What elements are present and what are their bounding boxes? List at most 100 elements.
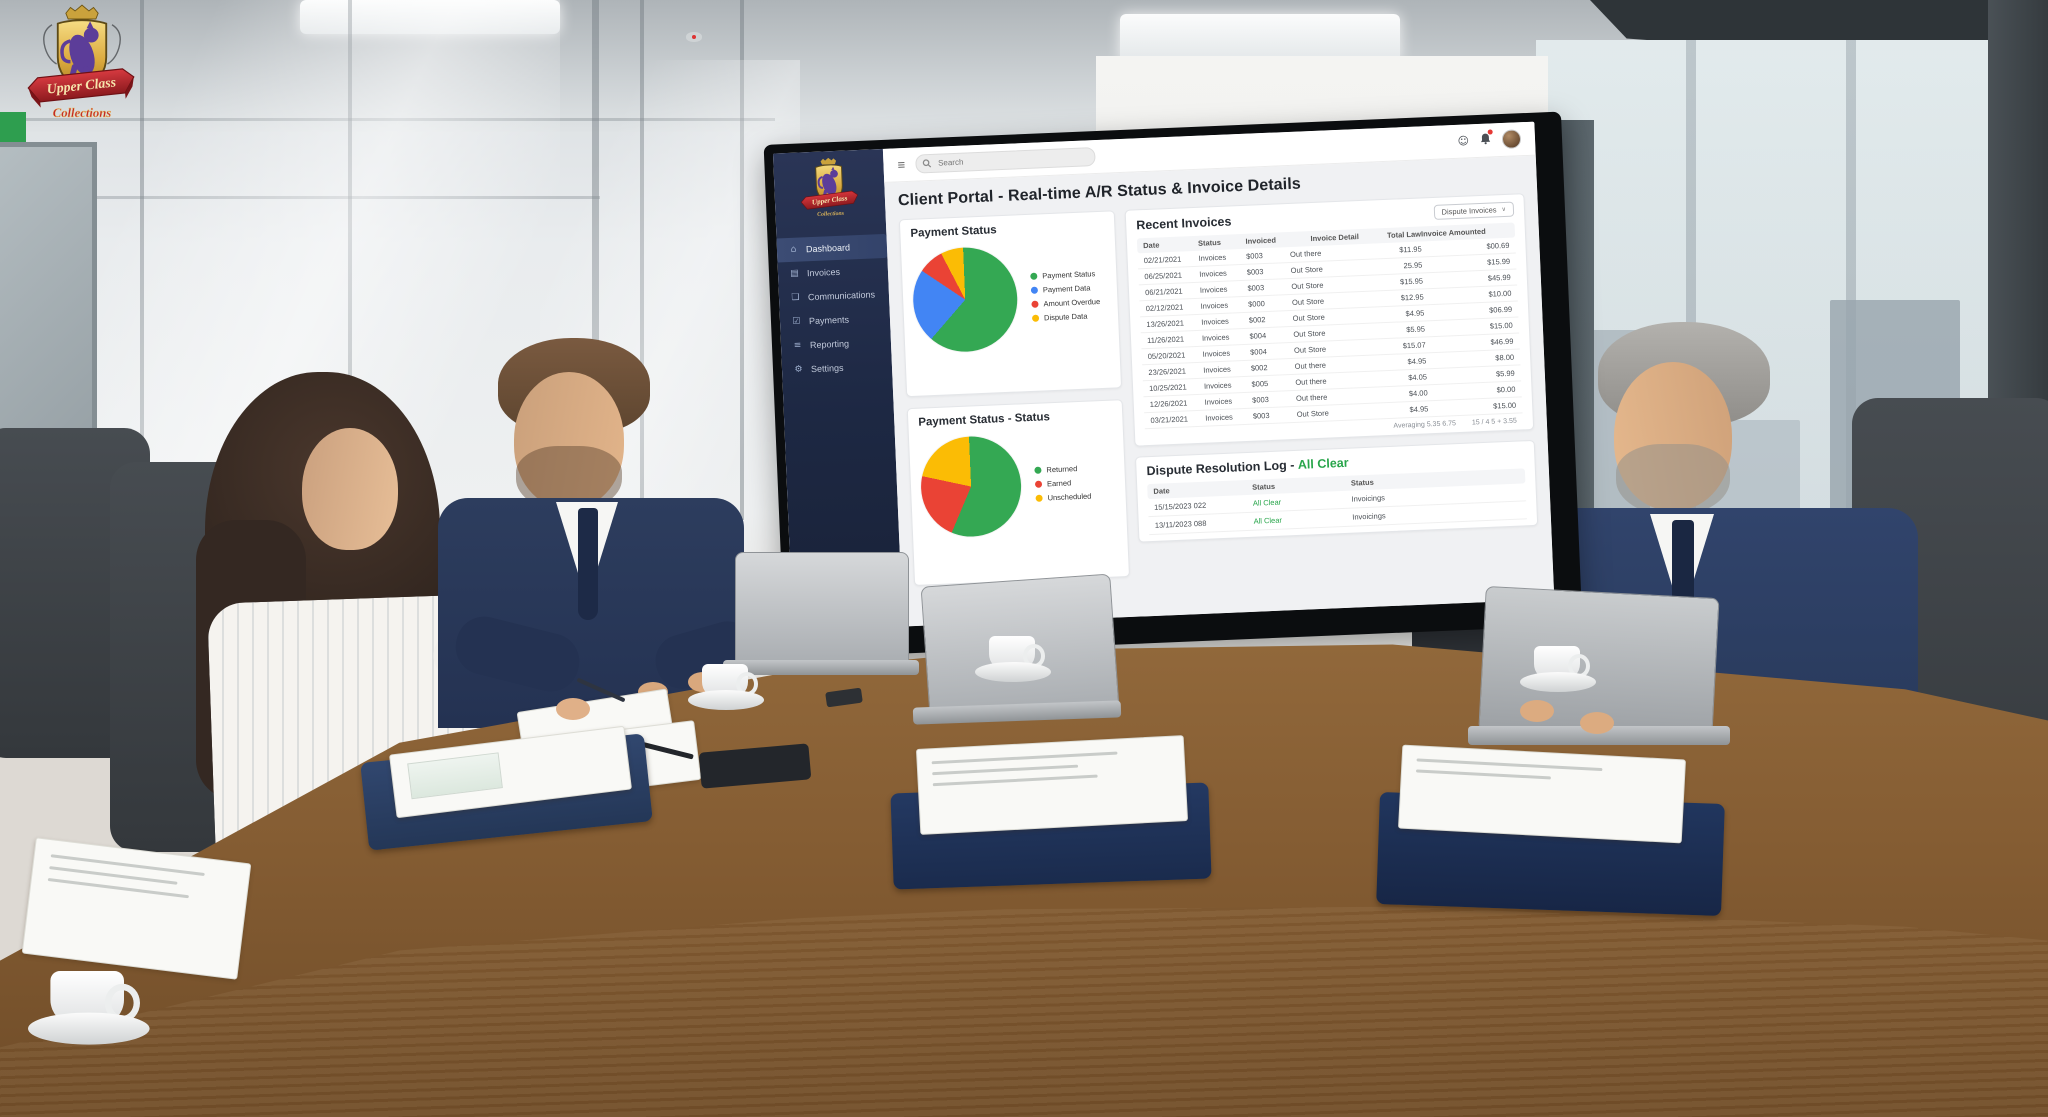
sidebar-item-icon: ⌂ xyxy=(790,244,797,255)
main-area: ≡ ☺ xyxy=(882,121,1555,627)
sidebar-item-icon: ▤ xyxy=(790,268,799,279)
cell-detail: Out there xyxy=(1295,392,1328,403)
cell-amount: $5.99 xyxy=(1495,368,1515,379)
sidebar-item-label: Invoices xyxy=(806,266,841,279)
legend-item: Dispute Data xyxy=(1031,310,1101,322)
dropdown-label: Dispute Invoices xyxy=(1441,205,1497,217)
coffee-cup xyxy=(975,636,1065,688)
cell-invoiced: $004 xyxy=(1249,331,1267,341)
sidebar-item-label: Settings xyxy=(810,362,844,375)
papers xyxy=(1397,744,1687,844)
legend-dot xyxy=(1035,494,1043,502)
sidebar-item-icon: ❏ xyxy=(791,292,800,303)
cell-detail: Out Store xyxy=(1292,312,1325,323)
legend-dot xyxy=(1031,300,1039,308)
brand-line1: Upper Class xyxy=(46,74,117,96)
dashboard-app: Upper Class Collections ⌂ Dashboard xyxy=(772,121,1555,632)
legend-dot xyxy=(1031,314,1040,322)
legend-dot xyxy=(1034,466,1042,474)
charts-column: Payment Status Payment Status xyxy=(898,210,1131,597)
tie xyxy=(578,508,598,620)
sidebar-item-label: Communications xyxy=(807,289,876,303)
column-header: Status xyxy=(1197,237,1222,248)
sidebar-logo: Upper Class Collections xyxy=(773,149,886,229)
cell-status: Invoices xyxy=(1199,268,1227,279)
cell-total: $15.07 xyxy=(1402,340,1426,351)
cell-total: 25.95 xyxy=(1403,260,1423,271)
payment-status-status-card: Payment Status - Status Returned xyxy=(906,399,1131,587)
brand-logo: Upper Class Collections xyxy=(18,4,146,124)
laptop-base xyxy=(1468,726,1730,745)
cell-detail: Out there xyxy=(1295,376,1327,387)
sidebar: Upper Class Collections ⌂ Dashboard xyxy=(772,148,903,632)
cell-detail: Out Store xyxy=(1296,408,1329,419)
cell-date: 11/26/2021 xyxy=(1146,334,1185,346)
sidebar-item[interactable]: ⚙ Settings xyxy=(782,354,893,383)
legend-label: Dispute Data xyxy=(1043,311,1088,322)
cell-invoiced: $002 xyxy=(1250,363,1268,373)
cell-detail: Out Store xyxy=(1291,296,1325,307)
cell-status: Invoices xyxy=(1200,300,1229,311)
cell-amount: $15.00 xyxy=(1489,320,1513,331)
legend-dot xyxy=(1030,272,1038,280)
legend-label: Payment Status xyxy=(1042,268,1096,280)
sidebar-logo-line2: Collections xyxy=(817,211,845,218)
cell-detail: Out Store xyxy=(1291,280,1324,291)
coffee-cup xyxy=(688,664,778,716)
cell-date: 12/26/2021 xyxy=(1149,398,1188,409)
coffee-cup xyxy=(28,971,252,1099)
dispute-invoices-dropdown[interactable]: Dispute Invoices ∨ xyxy=(1433,201,1515,220)
column-header: Total Law xyxy=(1386,229,1422,240)
dashboard-content: Client Portal - Real-time A/R Status & I… xyxy=(884,155,1555,627)
legend-item: Payment Status xyxy=(1030,269,1099,281)
cell-date: 03/21/2021 xyxy=(1150,414,1189,425)
legend-label: Earned xyxy=(1046,477,1072,488)
notifications-bell-icon[interactable] xyxy=(1480,128,1493,149)
crest-logo-icon: Upper Class Collections xyxy=(800,157,859,218)
cell-amount: $15.99 xyxy=(1486,256,1511,267)
cell-status: Invoices xyxy=(1198,252,1227,263)
ceiling-light xyxy=(1120,14,1400,62)
sidebar-item-icon: ⚙ xyxy=(794,364,803,375)
sidebar-item-label: Dashboard xyxy=(805,242,851,255)
cell-amount: $00.69 xyxy=(1486,240,1510,251)
sidebar-item-label: Reporting xyxy=(809,338,850,351)
cell-date: 05/20/2021 xyxy=(1147,350,1186,362)
user-avatar[interactable] xyxy=(1501,129,1522,149)
cell-status: Invoices xyxy=(1203,364,1231,375)
cell-invoiced: $004 xyxy=(1249,347,1268,357)
recent-invoices-title: Recent Invoices xyxy=(1135,213,1232,232)
search-input[interactable] xyxy=(935,149,1091,171)
recent-invoices-card: Recent Invoices Dispute Invoices ∨ xyxy=(1124,193,1535,447)
glass-frame xyxy=(740,0,744,520)
chevron-down-icon: ∨ xyxy=(1501,206,1507,214)
papers xyxy=(915,735,1189,835)
cell-amount: $8.00 xyxy=(1495,352,1515,363)
cell-date: 13/26/2021 xyxy=(1146,318,1185,330)
face xyxy=(302,428,398,550)
invoices-table: Date Status Invoiced Invoice Detail Total La… xyxy=(1136,222,1523,443)
chat-icon[interactable]: ☺ xyxy=(1457,134,1470,148)
legend-label: Returned xyxy=(1046,463,1078,474)
cell-amount: $06.99 xyxy=(1488,304,1513,315)
cell-amount: $0.00 xyxy=(1496,384,1516,395)
cell-detail: Out there xyxy=(1289,248,1322,259)
tv-screen: Upper Class Collections ⌂ Dashboard xyxy=(763,111,1583,659)
cell-invoiced: $003 xyxy=(1247,283,1265,293)
search-box[interactable] xyxy=(914,147,1096,174)
pie-legend: Returned Earned xyxy=(1034,463,1092,502)
cell-total: $4.05 xyxy=(1408,372,1428,383)
cell-date: 06/25/2021 xyxy=(1144,270,1183,282)
cell-status: Invoices xyxy=(1201,316,1229,327)
sidebar-item-icon: ≡ xyxy=(793,340,802,351)
tables-column: Recent Invoices Dispute Invoices ∨ xyxy=(1124,193,1540,587)
cell-invoiced: $002 xyxy=(1248,315,1266,325)
cell-detail: Out there xyxy=(1294,360,1327,371)
legend-label: Payment Data xyxy=(1042,282,1091,294)
cell-date: 02/21/2021 xyxy=(1143,254,1182,266)
hamburger-icon[interactable]: ≡ xyxy=(897,157,906,173)
cell-total: $15.95 xyxy=(1399,276,1424,287)
cell-date: 10/25/2021 xyxy=(1148,382,1187,393)
cell-invoiced: $003 xyxy=(1245,251,1264,261)
laptop-base xyxy=(723,660,919,675)
